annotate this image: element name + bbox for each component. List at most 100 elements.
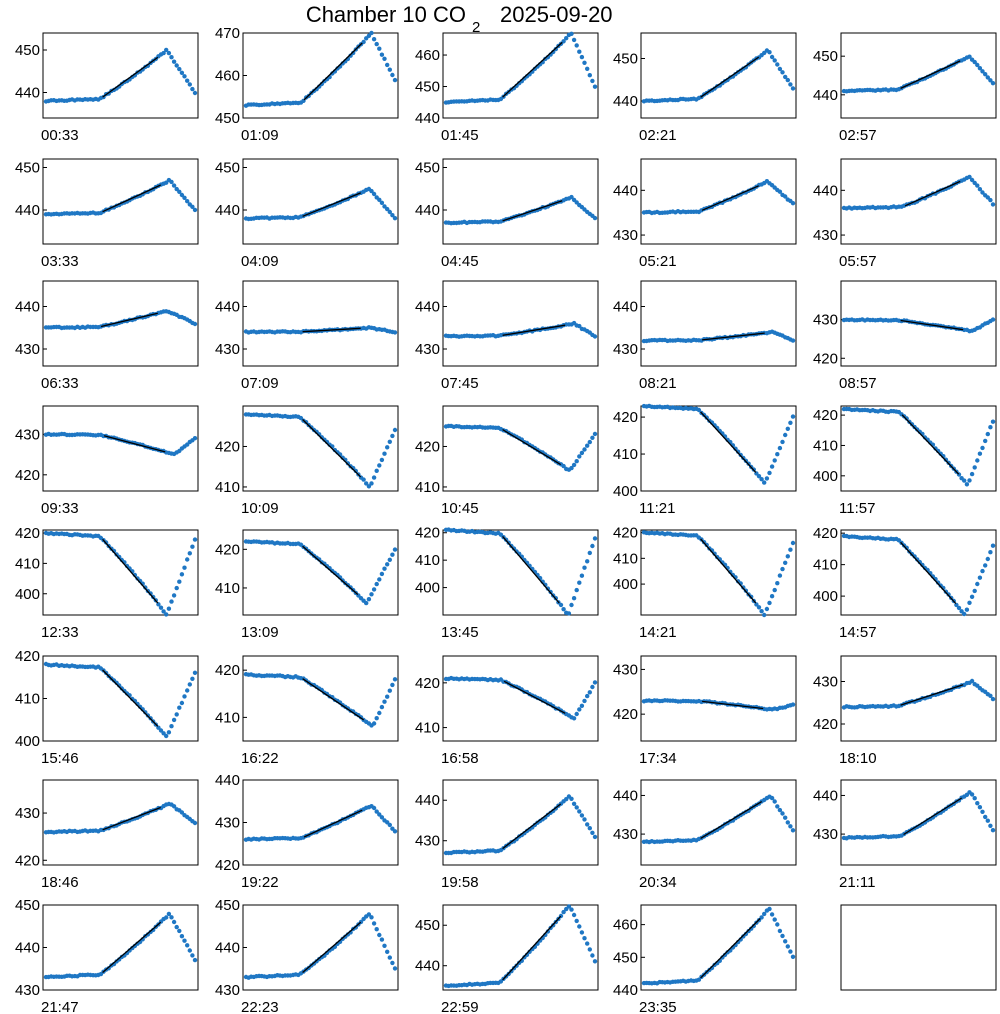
- data-point: [775, 62, 780, 67]
- data-point: [975, 62, 980, 68]
- data-point: [980, 809, 985, 814]
- fit-line: [702, 700, 764, 710]
- data-point: [592, 959, 598, 964]
- subplot-time-label: 18:10: [839, 750, 877, 767]
- data-point: [382, 566, 387, 571]
- data-point: [569, 907, 574, 912]
- data-point: [387, 209, 392, 215]
- subplot-time-label: 14:57: [839, 624, 877, 641]
- data-point: [545, 929, 551, 934]
- data-point: [377, 812, 382, 817]
- fit-line: [303, 42, 363, 101]
- data-point: [977, 805, 983, 810]
- data-point: [192, 670, 198, 675]
- subplot-frame: [640, 32, 797, 119]
- y-tick-label: 440: [15, 85, 40, 102]
- subplot: 430 440 450 21:47: [15, 897, 199, 1014]
- subplot-time-label: 22:23: [241, 999, 279, 1014]
- data-point: [392, 966, 398, 971]
- data-point: [972, 796, 977, 801]
- fit-line: [502, 915, 562, 981]
- subplot-frame: [840, 158, 997, 245]
- y-tick-label: 430: [813, 826, 838, 843]
- data-point: [980, 69, 985, 74]
- fit-line: [903, 797, 963, 836]
- data-point: [379, 815, 385, 820]
- subplot: 430 440 20:34: [613, 779, 797, 891]
- data-point: [988, 550, 993, 555]
- subplot: 420 430 09:33: [15, 405, 199, 517]
- data-point: [174, 924, 179, 930]
- data-point: [164, 47, 169, 53]
- data-point: [511, 546, 517, 551]
- data-point: [187, 948, 192, 953]
- subplot-time-label: 13:09: [241, 624, 279, 641]
- subplot-time-label: 04:09: [241, 253, 279, 270]
- subplot: 440 450 22:59: [415, 904, 599, 1014]
- y-tick-label: 410: [415, 552, 440, 569]
- subplot-time-label: 21:47: [41, 999, 79, 1014]
- fit-line: [502, 429, 562, 466]
- data-point: [696, 407, 702, 413]
- data-point: [192, 207, 198, 213]
- data-point: [369, 915, 374, 920]
- data-point: [190, 86, 195, 92]
- y-tick-label: 410: [613, 446, 638, 463]
- y-tick-label: 420: [15, 467, 40, 484]
- data-point: [174, 63, 179, 68]
- data-point: [190, 953, 195, 958]
- data-point: [179, 934, 185, 939]
- data-point: [164, 915, 169, 920]
- data-point: [164, 733, 169, 739]
- figure-title-subscript: 2: [472, 19, 480, 36]
- data-point: [185, 78, 190, 83]
- subplot-frame: [640, 280, 797, 367]
- data-point: [577, 323, 582, 329]
- data-point: [756, 474, 762, 479]
- fit-line: [302, 192, 361, 217]
- fit-line: [700, 538, 757, 604]
- subplot-frame: [840, 904, 997, 991]
- data-point: [777, 189, 783, 194]
- y-tick-label: 430: [15, 982, 40, 999]
- data-point: [182, 195, 187, 200]
- fit-line: [700, 56, 760, 98]
- data-point: [190, 204, 195, 209]
- data-point: [366, 912, 372, 917]
- data-point: [969, 471, 975, 477]
- fit-line: [100, 312, 158, 328]
- data-point: [185, 199, 190, 204]
- data-point: [106, 966, 111, 971]
- data-point: [371, 587, 377, 592]
- data-point: [392, 829, 398, 834]
- subplot: 440 450 460 23:35: [613, 904, 797, 1014]
- data-point: [169, 599, 174, 604]
- y-tick-label: 410: [415, 479, 440, 496]
- data-point: [392, 427, 398, 433]
- data-point: [364, 600, 369, 606]
- subplot: 400 410 420 11:57: [813, 405, 997, 517]
- subplot-frame: [42, 405, 199, 492]
- data-point: [571, 37, 577, 43]
- data-point: [569, 194, 574, 200]
- data-point: [169, 724, 174, 729]
- data-point: [943, 457, 949, 462]
- data-point: [592, 215, 598, 221]
- data-point: [759, 477, 764, 482]
- subplot: 440 450 02:57: [813, 32, 997, 144]
- subplot: 440 450 04:09: [215, 158, 399, 270]
- data-point: [158, 605, 164, 610]
- data-point: [371, 921, 377, 926]
- figure-title-date: 2025-09-20: [500, 2, 613, 27]
- data-point: [743, 931, 749, 937]
- data-point: [361, 39, 366, 45]
- data-point: [990, 419, 996, 424]
- data-point: [374, 809, 379, 814]
- data-point: [561, 463, 566, 469]
- subplot-time-label: 05:57: [839, 253, 877, 270]
- data-point: [385, 62, 390, 68]
- data-point: [371, 37, 377, 42]
- data-point: [571, 462, 577, 468]
- y-tick-label: 450: [215, 160, 240, 177]
